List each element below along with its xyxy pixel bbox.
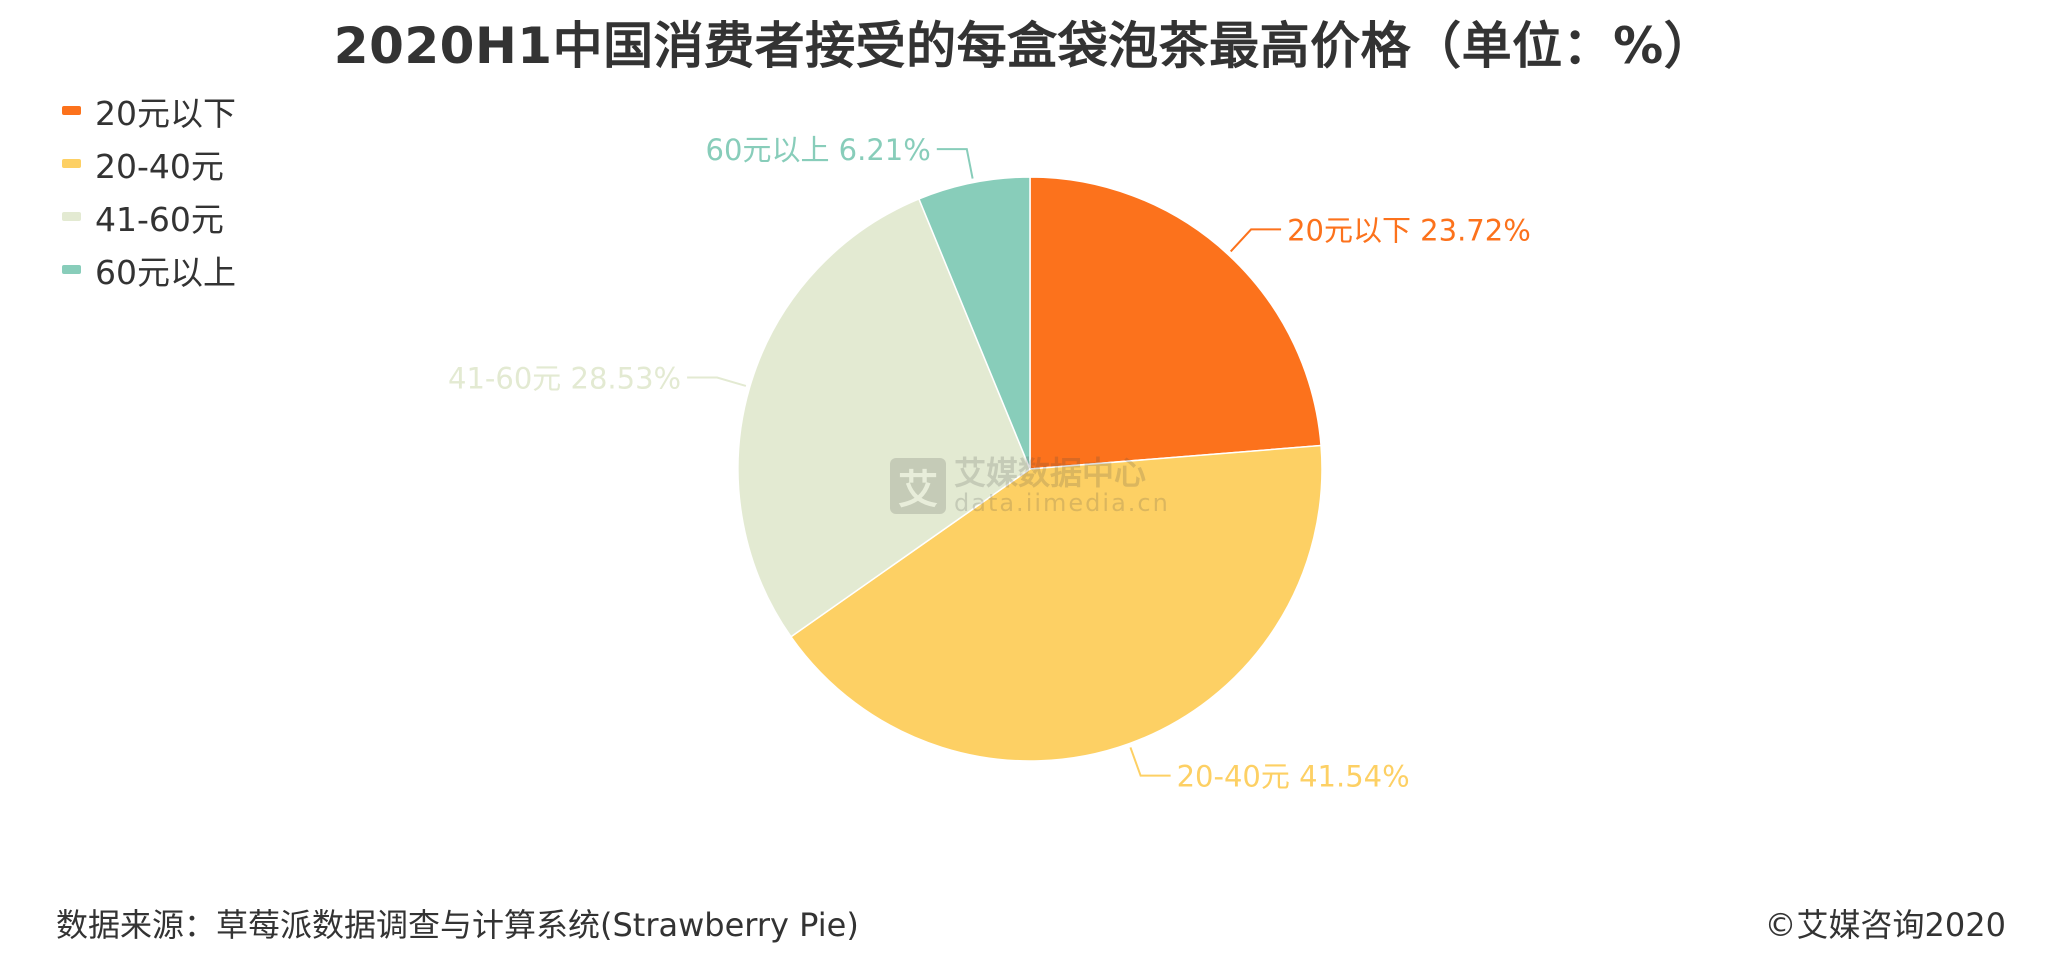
- data-label-20-40: 20-40元 41.54%: [1177, 760, 1410, 794]
- data-label-over-60: 60元以上 6.21%: [706, 133, 931, 167]
- legend-label: 60元以上: [95, 252, 236, 292]
- data-label-under-20: 20元以下 23.72%: [1287, 213, 1531, 247]
- leader-line-under-20: [1229, 228, 1282, 253]
- data-label-41-60: 41-60元 28.53%: [448, 362, 681, 396]
- legend-item-41-60[interactable]: 41-60元: [62, 190, 236, 243]
- chart-title: 2020H1中国消费者接受的每盒袋泡茶最高价格（单位：%）: [333, 17, 1715, 75]
- pie-slice-20-40[interactable]: [789, 444, 1323, 762]
- copyright: ©艾媒咨询2020: [1764, 906, 2006, 944]
- legend-item-20-40[interactable]: 20-40元: [62, 137, 236, 190]
- pie-slice-under-20[interactable]: [1029, 176, 1322, 470]
- legend-label: 41-60元: [95, 199, 224, 239]
- legend-item-under-20[interactable]: 20元以下: [62, 84, 236, 137]
- leader-line-over-60: [936, 148, 974, 179]
- legend-swatch: [62, 106, 81, 115]
- watermark-name: 艾媒数据中心: [954, 454, 1147, 492]
- leader-line-41-60: [687, 376, 747, 387]
- legend-label: 20-40元: [95, 146, 224, 186]
- watermark-url: data.iimedia.cn: [954, 489, 1170, 517]
- watermark-text: 艾媒数据中心 data.iimedia.cn: [954, 456, 1170, 516]
- legend-label: 20元以下: [95, 93, 236, 133]
- leader-line-20-40: [1129, 747, 1171, 777]
- legend-swatch: [62, 265, 81, 274]
- pie-slice-41-60[interactable]: [737, 197, 1031, 638]
- pie-slice-over-60[interactable]: [917, 176, 1031, 470]
- legend-swatch: [62, 212, 81, 221]
- legend: 20元以下 20-40元 41-60元 60元以上: [62, 84, 236, 296]
- watermark-logo: 艾: [890, 458, 946, 514]
- watermark: 艾 艾媒数据中心 data.iimedia.cn: [890, 456, 1170, 516]
- legend-swatch: [62, 159, 81, 168]
- source-note: 数据来源：草莓派数据调查与计算系统(Strawberry Pie): [56, 906, 859, 944]
- legend-item-over-60[interactable]: 60元以上: [62, 243, 236, 296]
